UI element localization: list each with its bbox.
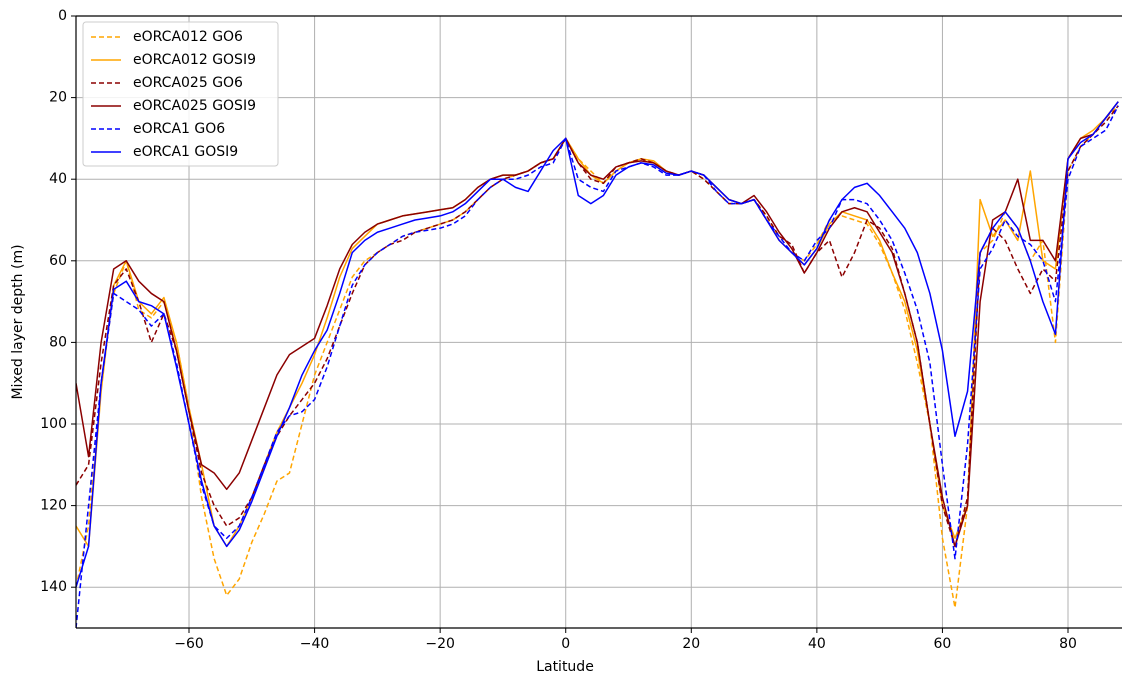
- x-tick-label: −40: [300, 636, 330, 652]
- x-tick-label: 20: [682, 636, 700, 652]
- x-tick-label: 40: [808, 636, 826, 652]
- data-line: [76, 101, 1119, 588]
- y-tick-label: 120: [40, 498, 67, 514]
- data-line: [76, 105, 1119, 628]
- legend-label: eORCA1 GOSI9: [133, 144, 238, 160]
- y-tick-label: 80: [49, 334, 67, 350]
- x-axis-label: Latitude: [536, 659, 594, 675]
- y-tick-label: 20: [49, 90, 67, 106]
- x-tick-label: −20: [425, 636, 455, 652]
- legend-label: eORCA025 GOSI9: [133, 98, 256, 114]
- y-tick-label: 100: [40, 416, 67, 432]
- x-tick-label: 60: [934, 636, 952, 652]
- y-tick-label: 0: [58, 8, 67, 24]
- y-tick-label: 40: [49, 171, 67, 187]
- legend-label: eORCA1 GO6: [133, 121, 225, 137]
- legend-label: eORCA012 GOSI9: [133, 52, 256, 68]
- x-tick-label: 80: [1059, 636, 1077, 652]
- legend-label: eORCA025 GO6: [133, 75, 243, 91]
- legend-box: [82, 21, 279, 167]
- data-line: [76, 101, 1119, 548]
- x-tick-label: −60: [174, 636, 204, 652]
- data-line: [76, 101, 1119, 548]
- data-line: [76, 105, 1119, 548]
- y-tick-label: 140: [40, 579, 67, 595]
- legend-label: eORCA012 GO6: [133, 29, 243, 45]
- y-tick-label: 60: [49, 253, 67, 269]
- y-axis-label: Mixed layer depth (m): [10, 244, 26, 399]
- x-tick-label: 0: [561, 636, 570, 652]
